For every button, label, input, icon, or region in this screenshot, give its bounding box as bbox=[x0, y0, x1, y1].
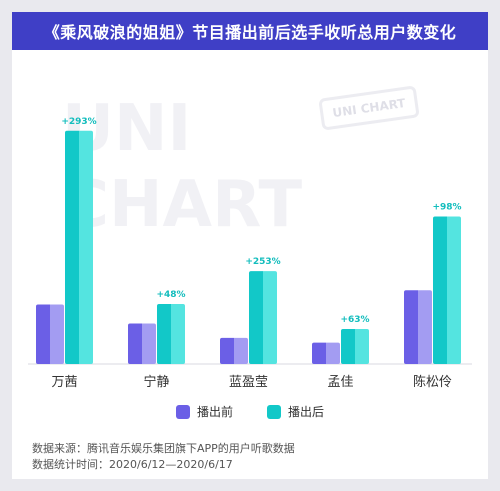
pct-label-3: +63% bbox=[340, 315, 369, 325]
legend-label-before: 播出前 bbox=[196, 405, 233, 419]
x-tick-label-4: 陈松伶 bbox=[413, 374, 452, 390]
x-tick-label-0: 万茜 bbox=[51, 375, 77, 390]
x-tick-label-2: 蓝盈莹 bbox=[229, 375, 268, 390]
chart-title: 《乘风破浪的姐姐》节目播出前后选手收听总用户数变化 bbox=[12, 12, 488, 50]
pct-label-0: +293% bbox=[61, 117, 96, 127]
bar-after-0 bbox=[65, 130, 93, 364]
legend-swatch-after bbox=[267, 404, 281, 419]
footer: 数据来源：腾讯音乐娱乐集团旗下APP的用户听歌数据 数据统计时间：2020/6/… bbox=[32, 441, 295, 473]
bar-after-4 bbox=[433, 216, 461, 364]
x-tick-label-1: 宁静 bbox=[143, 374, 169, 390]
bar-before-2 bbox=[220, 337, 248, 364]
legend-item-after: 播出后 bbox=[267, 403, 324, 420]
pct-label-4: +98% bbox=[432, 202, 461, 212]
bar-before-3 bbox=[312, 342, 340, 364]
footer-period: 数据统计时间：2020/6/12—2020/6/17 bbox=[32, 458, 233, 471]
pct-label-2: +253% bbox=[245, 257, 280, 267]
legend-swatch-before bbox=[175, 404, 190, 419]
bar-before-1 bbox=[128, 323, 156, 364]
bar-after-2 bbox=[249, 271, 277, 364]
legend-item-before: 播出前 bbox=[175, 403, 233, 420]
legend-label-after: 播出后 bbox=[288, 405, 325, 419]
pct-label-1: +48% bbox=[156, 290, 185, 300]
bar-before-0 bbox=[36, 304, 64, 364]
footer-source: 数据来源：腾讯音乐娱乐集团旗下APP的用户听歌数据 bbox=[32, 442, 295, 455]
bar-after-1 bbox=[157, 304, 185, 364]
legend: 播出前 播出后 bbox=[0, 403, 500, 420]
x-tick-label-3: 孟佳 bbox=[327, 375, 353, 390]
bar-before-4 bbox=[404, 290, 432, 364]
bar-after-3 bbox=[341, 329, 369, 364]
